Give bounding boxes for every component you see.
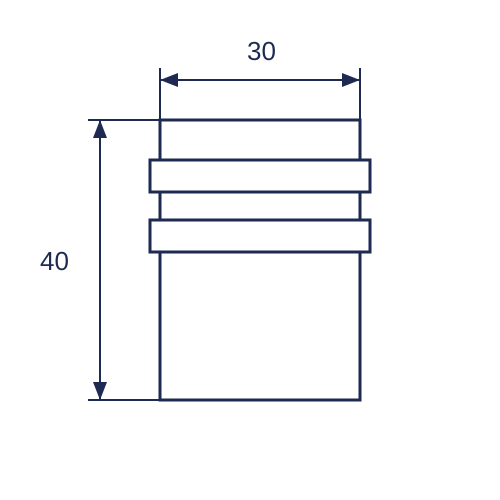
arrow-head	[342, 73, 360, 87]
arrow-head	[93, 382, 107, 400]
ring2-fill	[150, 220, 370, 252]
arrow-head	[160, 73, 178, 87]
height-dim-label: 40	[40, 246, 69, 276]
arrow-head	[93, 120, 107, 138]
width-dim-label: 30	[247, 36, 276, 66]
dimension-diagram: 30 40	[0, 0, 500, 500]
ring1-fill	[150, 160, 370, 192]
